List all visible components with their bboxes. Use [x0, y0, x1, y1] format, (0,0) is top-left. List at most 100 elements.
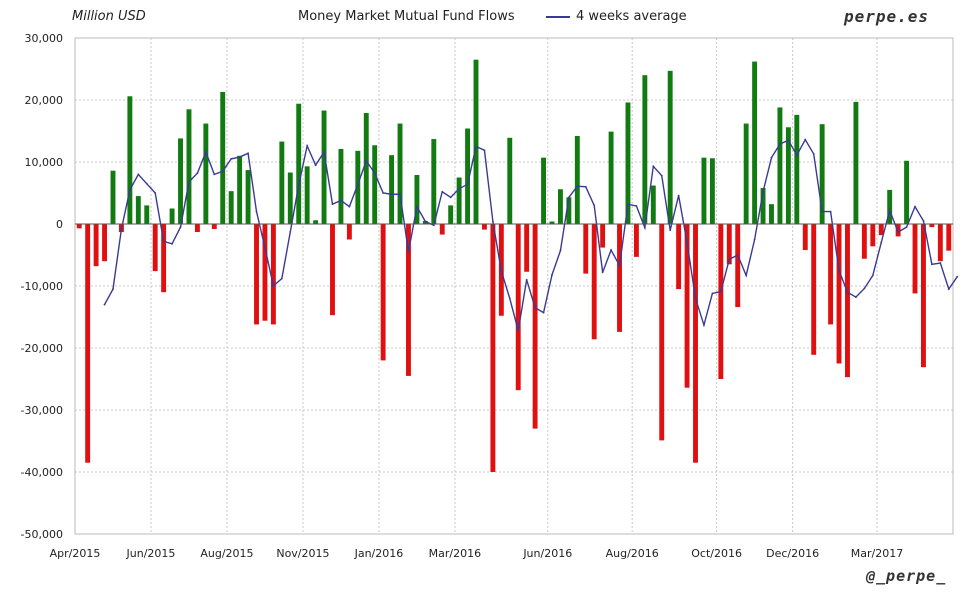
flow-bar	[600, 224, 606, 248]
average-point	[795, 154, 798, 157]
flow-bar	[785, 127, 791, 224]
average-point	[373, 172, 376, 175]
flow-bar	[819, 124, 825, 224]
average-point	[855, 296, 857, 299]
average-point	[584, 185, 587, 188]
average-point	[745, 274, 748, 277]
average-point	[247, 152, 249, 155]
average-point	[356, 183, 359, 186]
average-point	[694, 297, 697, 300]
flow-bar	[482, 224, 487, 230]
average-point	[880, 241, 883, 244]
average-point	[846, 291, 849, 294]
legend: 4 weeks average	[546, 9, 687, 24]
average-point	[103, 303, 106, 306]
average-point	[517, 329, 520, 332]
average-point	[128, 189, 131, 191]
flow-bar	[904, 160, 910, 224]
average-point	[416, 205, 418, 208]
flow-bar	[76, 224, 82, 229]
flow-bar	[102, 224, 107, 262]
average-point	[703, 324, 705, 326]
flow-bar	[144, 205, 150, 224]
average-point	[323, 151, 325, 153]
average-point	[753, 238, 756, 241]
flow-bar	[237, 155, 243, 224]
average-point	[458, 187, 461, 190]
flow-bar	[372, 145, 378, 224]
flow-bar	[617, 224, 622, 332]
flow-bar	[608, 131, 614, 224]
flow-bar	[828, 224, 834, 325]
flow-bar	[625, 102, 631, 224]
average-point	[221, 170, 224, 173]
flow-bar	[532, 224, 538, 429]
average-point	[728, 258, 731, 261]
flow-bar	[178, 138, 183, 224]
average-point	[340, 199, 342, 202]
flow-bar	[93, 224, 99, 267]
flow-bar	[507, 137, 513, 224]
average-point	[230, 158, 233, 160]
average-point	[956, 275, 959, 278]
average-point	[593, 204, 596, 207]
flow-bar	[633, 224, 639, 257]
average-point	[314, 164, 317, 167]
x-tick-label: Nov/2015	[276, 547, 329, 560]
flow-bar	[802, 224, 808, 251]
average-point	[466, 183, 469, 186]
flow-bar	[313, 220, 319, 224]
average-point	[264, 246, 266, 249]
flow-bar	[777, 107, 783, 224]
flow-bar	[811, 224, 817, 355]
flow-bar	[861, 224, 867, 259]
legend-line-swatch	[546, 15, 570, 18]
brand-watermark-bottom: @_perpe_	[866, 567, 947, 585]
flow-bar	[946, 224, 952, 251]
flow-bar	[541, 157, 546, 224]
average-point	[736, 254, 739, 256]
flow-bar	[878, 224, 884, 236]
average-point	[188, 180, 190, 183]
flow-bar	[659, 224, 665, 441]
flow-bar	[270, 224, 276, 325]
average-point	[525, 278, 528, 281]
flow-bar	[169, 208, 175, 224]
average-point	[137, 173, 140, 176]
y-tick-label: -40,000	[21, 466, 63, 479]
flow-bar	[735, 224, 741, 308]
average-point	[779, 143, 781, 145]
average-point	[770, 156, 773, 159]
flow-bar	[135, 196, 141, 224]
flow-bar	[515, 224, 521, 391]
flow-bar	[422, 220, 428, 224]
average-point	[204, 151, 207, 153]
flow-bar	[363, 113, 369, 224]
flow-bar	[574, 135, 580, 224]
y-tick-label: 0	[56, 218, 63, 231]
flow-bar	[414, 175, 420, 224]
y-tick-label: 30,000	[25, 32, 64, 45]
average-point	[162, 240, 165, 243]
average-point	[863, 287, 866, 290]
flow-bar	[194, 224, 200, 233]
average-point	[922, 220, 925, 222]
average-point	[365, 159, 368, 162]
average-point	[196, 172, 199, 175]
average-point	[871, 274, 874, 277]
flow-bar	[456, 177, 462, 224]
average-point	[500, 270, 503, 273]
flow-bar	[676, 224, 682, 290]
flow-bar	[473, 59, 479, 225]
flow-bar	[287, 172, 293, 224]
flow-bar	[465, 128, 471, 224]
flow-bar	[380, 224, 386, 361]
x-tick-label: Dec/2016	[766, 547, 819, 560]
x-tick-label: Jun/2015	[126, 547, 176, 560]
average-point	[491, 220, 494, 223]
y-tick-label: -10,000	[21, 280, 63, 293]
y-tick-label: -20,000	[21, 342, 63, 355]
y-tick-label: 10,000	[25, 156, 64, 169]
flow-bar	[701, 157, 707, 224]
